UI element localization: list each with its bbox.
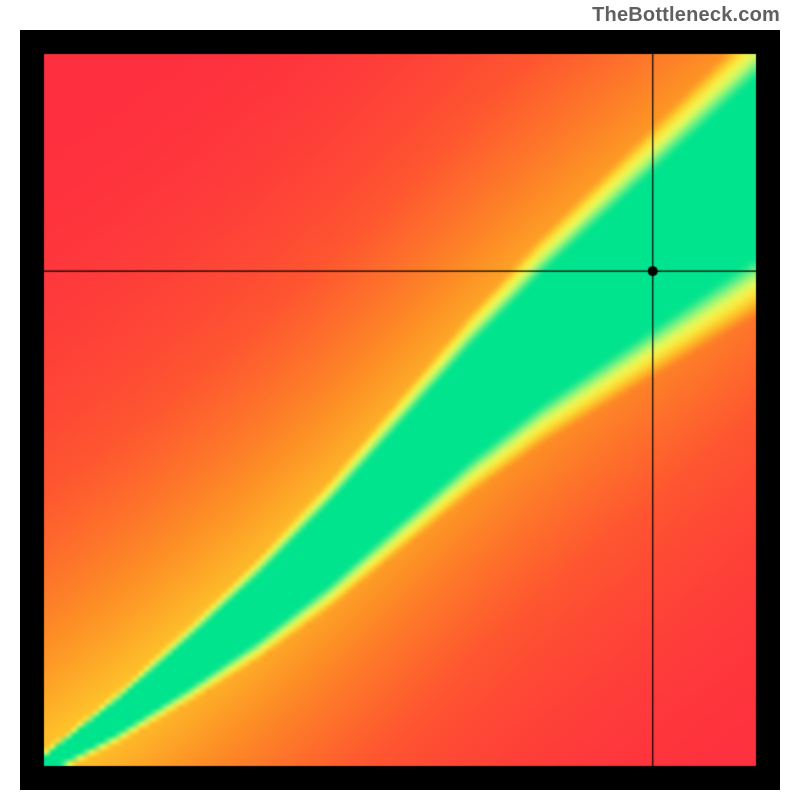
root: TheBottleneck.com — [0, 0, 800, 800]
bottleneck-heatmap — [20, 30, 780, 790]
attribution-text: TheBottleneck.com — [592, 4, 780, 27]
heatmap-canvas — [20, 30, 780, 790]
